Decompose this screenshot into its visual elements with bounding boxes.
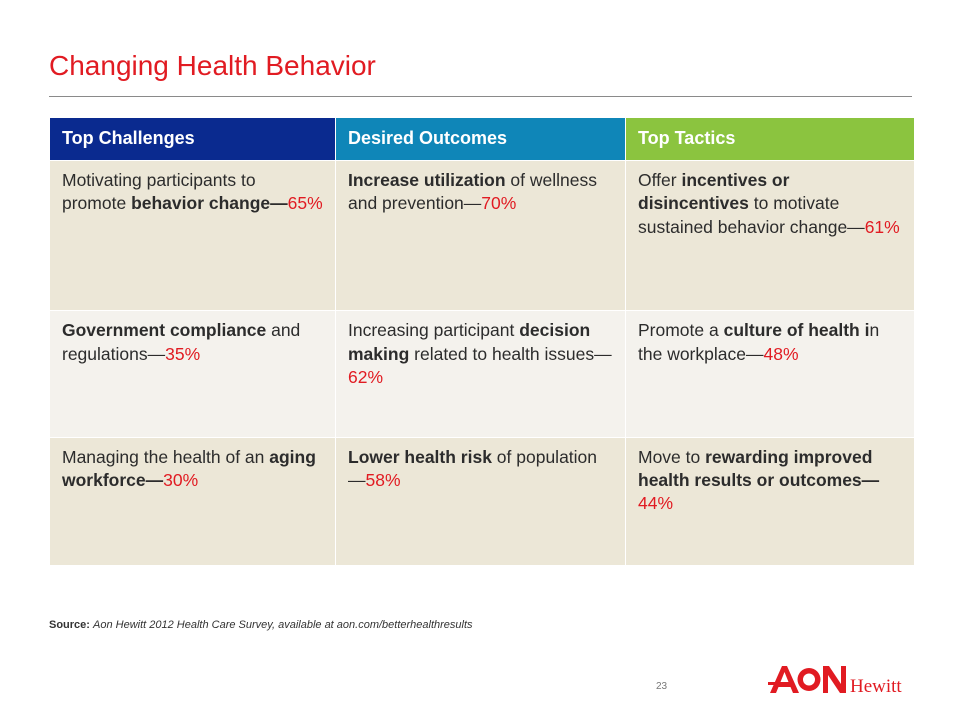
tactic-cell: Move to rewarding improved health result… <box>625 437 914 567</box>
cell-percentage: 35% <box>165 343 201 364</box>
cell-text: Move to <box>638 446 706 467</box>
cell-text: Promote a <box>638 320 724 341</box>
cell-emphasis: Government compliance <box>62 320 267 341</box>
cell-percentage: 62% <box>348 366 384 387</box>
tactic-cell: Offer incentives or disincentives to mot… <box>625 160 914 312</box>
cell-text: of wellness and prevention— <box>348 170 597 214</box>
cell-text: Increasing participant <box>348 320 520 341</box>
outcome-cell: Lower health risk of population—58% <box>335 437 626 567</box>
cell-emphasis: Lower health risk <box>348 446 492 467</box>
behavior-table: Top Challenges Desired Outcomes Top Tact… <box>49 118 914 567</box>
table-row: Motivating participants to promote behav… <box>49 160 914 312</box>
cell-text: Offer <box>638 170 682 190</box>
cell-emphasis: behavior change <box>131 193 271 214</box>
cell-percentage: 61% <box>864 216 900 237</box>
cell-text: related to health issues— <box>409 343 612 364</box>
cell-text: Motivating participants to promote <box>62 170 256 214</box>
cell-percentage: 58% <box>365 469 401 490</box>
challenge-cell: Managing the health of an aging workforc… <box>49 437 336 567</box>
cell-emphasis: aging workforce— <box>62 446 316 490</box>
source-note: Source: Aon Hewitt 2012 Health Care Surv… <box>49 619 473 631</box>
aon-hewitt-logo: Hewitt <box>768 666 902 695</box>
source-text: Aon Hewitt 2012 Health Care Survey, avai… <box>93 619 473 631</box>
header-desired-outcomes: Desired Outcomes <box>335 118 626 161</box>
cell-text: and regulations— <box>62 320 301 364</box>
cell-emphasis: incentives or disincentives <box>638 170 790 214</box>
cell-percentage: 65% <box>287 193 323 214</box>
tactic-cell: Promote a culture of health in the workp… <box>625 310 914 438</box>
outcome-cell: Increasing participant decision making r… <box>335 310 626 438</box>
table-row: Managing the health of an aging workforc… <box>49 437 914 567</box>
page-title: Changing Health Behavior <box>49 50 376 81</box>
cell-text: Managing the health of an <box>62 446 270 467</box>
cell-percentage: 70% <box>481 193 517 214</box>
table-row: Government compliance and regulations—35… <box>49 310 914 438</box>
cell-emphasis: culture of health i <box>723 320 870 341</box>
cell-emphasis: Increase utilization <box>348 170 506 190</box>
cell-percentage: 48% <box>763 343 799 364</box>
cell-emphasis: decision making <box>348 320 591 364</box>
cell-percentage: 44% <box>638 493 674 514</box>
cell-text: n the workplace— <box>638 320 880 364</box>
cell-text: to motivate sustained behavior change— <box>638 193 865 237</box>
outcome-cell: Increase utilization of wellness and pre… <box>335 160 626 312</box>
challenge-cell: Motivating participants to promote behav… <box>49 160 336 312</box>
title-divider <box>49 96 912 97</box>
challenge-cell: Government compliance and regulations—35… <box>49 310 336 438</box>
header-top-challenges: Top Challenges <box>49 118 336 161</box>
logo-wordmark-secondary: Hewitt <box>850 676 902 695</box>
page-number: 23 <box>656 681 668 692</box>
source-label: Source: <box>49 619 90 631</box>
table-header-row: Top Challenges Desired Outcomes Top Tact… <box>49 118 914 161</box>
header-top-tactics: Top Tactics <box>625 118 914 161</box>
cell-percentage: 30% <box>163 469 199 490</box>
cell-emphasis: — <box>270 193 288 214</box>
cell-emphasis: rewarding improved health results or out… <box>638 446 880 490</box>
cell-text: of population— <box>348 446 598 490</box>
